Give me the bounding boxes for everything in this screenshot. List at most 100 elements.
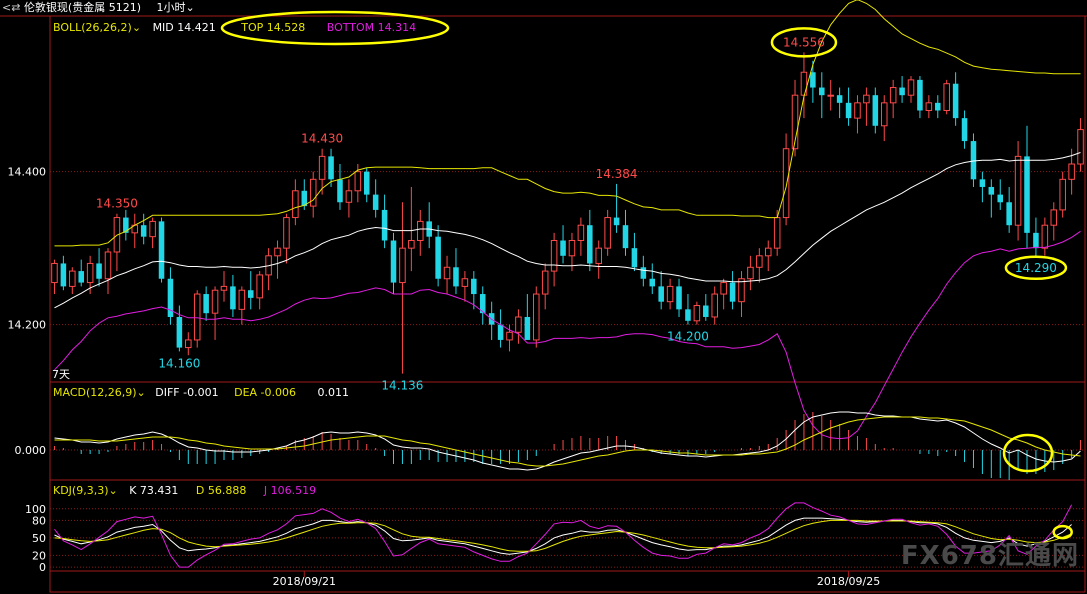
kdj-k-label: K 73.431 bbox=[129, 484, 179, 497]
price-label-high4: 14.556 bbox=[783, 35, 825, 49]
price-label-low4: 14.290 bbox=[1015, 261, 1057, 275]
candle-body-down bbox=[372, 194, 379, 210]
back-forward-icon[interactable]: <⇄ bbox=[2, 1, 24, 14]
candle-body-up bbox=[764, 247, 772, 257]
price-label-high2: 14.430 bbox=[301, 132, 343, 146]
candle-body-up bbox=[1050, 209, 1058, 226]
kdj-d-line bbox=[54, 519, 1072, 552]
candle-body-down bbox=[247, 290, 254, 298]
price-label-high1: 14.350 bbox=[96, 197, 138, 211]
candle-body-up bbox=[791, 94, 799, 150]
candle-body-up bbox=[827, 94, 834, 97]
instrument-title: 伦敦银现(贵金属 5121) bbox=[23, 1, 142, 14]
candle-body-down bbox=[381, 209, 388, 241]
macd-indicator-selector[interactable]: MACD(12,26,9)⌄ bbox=[53, 386, 149, 399]
candle-body-up bbox=[1041, 224, 1049, 249]
macd-indicator-label: MACD(12,26,9) bbox=[53, 386, 137, 399]
candle-body-up bbox=[711, 293, 718, 318]
boll-bottom-label: BOTTOM 14.314 bbox=[326, 21, 417, 34]
boll-mid-line bbox=[54, 152, 1081, 309]
candle-body-up bbox=[943, 83, 950, 111]
candle-body-up bbox=[193, 293, 201, 341]
candle-body-up bbox=[515, 316, 522, 333]
candle-body-down bbox=[587, 225, 593, 264]
kdj-header: KDJ(9,3,3)⌄ K 73.431 D 56.888 J 106.519 bbox=[53, 484, 316, 498]
candle-body-down bbox=[363, 171, 370, 195]
candle-body-down bbox=[453, 267, 459, 287]
macd-tick-label: 0.000 bbox=[15, 444, 47, 457]
candle-body-down bbox=[1033, 232, 1039, 249]
annotation-macd-circle bbox=[1002, 433, 1054, 473]
candle-body-up bbox=[907, 79, 915, 96]
candle-body-down bbox=[1024, 156, 1030, 233]
candle-body-down bbox=[810, 72, 816, 88]
date-label: 2018/09/21 bbox=[273, 575, 336, 588]
annotation-high-circle bbox=[770, 27, 838, 58]
candle-body-down bbox=[917, 79, 923, 111]
annotation-low-circle bbox=[1004, 255, 1068, 281]
candle-body-up bbox=[747, 266, 754, 280]
period-label: 1小时 bbox=[156, 1, 186, 14]
candle-body-up bbox=[309, 178, 317, 207]
candle-body-up bbox=[889, 87, 897, 104]
candle-body-up bbox=[720, 282, 727, 295]
candle-body-up bbox=[220, 285, 228, 291]
candle-body-down bbox=[819, 87, 825, 96]
candle-body-down bbox=[970, 141, 977, 180]
candle-body-up bbox=[292, 190, 299, 219]
candle-body-up bbox=[925, 102, 933, 111]
candle-body-up bbox=[443, 266, 451, 280]
boll-indicator-selector[interactable]: BOLL(26,26,2)⌄ bbox=[53, 21, 145, 34]
candle-body-down bbox=[328, 156, 334, 180]
candle-body-up bbox=[738, 278, 745, 303]
candle-body-up bbox=[550, 240, 558, 272]
candle-body-down bbox=[935, 102, 941, 111]
candle-body-down bbox=[988, 186, 995, 195]
candle-body-up bbox=[417, 220, 424, 242]
kdj-indicator-selector[interactable]: KDJ(9,3,3)⌄ bbox=[53, 484, 121, 497]
candle-body-down bbox=[301, 190, 308, 207]
candle-body-up bbox=[185, 339, 192, 349]
macd-dea-label: DEA -0.006 bbox=[234, 386, 296, 399]
candle-body-down bbox=[997, 194, 1004, 203]
candle-body-down bbox=[123, 217, 129, 233]
boll-mid-label: MID 14.421 bbox=[152, 21, 216, 34]
candle-body-up bbox=[577, 224, 585, 242]
candle-body-up bbox=[211, 289, 219, 314]
candle-body-down bbox=[78, 271, 84, 283]
candle-body-down bbox=[961, 118, 968, 142]
candle-body-down bbox=[640, 267, 647, 279]
candle-body-down bbox=[96, 263, 102, 279]
candle-body-up bbox=[104, 251, 112, 280]
macd-value-label: 0.011 bbox=[317, 386, 350, 399]
candle-body-up bbox=[863, 94, 870, 104]
macd-dea-line bbox=[54, 416, 1081, 467]
candle-body-down bbox=[435, 236, 441, 279]
price-label-low1: 14.160 bbox=[158, 356, 200, 370]
candle-body-up bbox=[756, 255, 763, 268]
candle-body-down bbox=[703, 305, 709, 317]
candle-body-up bbox=[1059, 178, 1066, 211]
candle-body-down bbox=[60, 263, 67, 287]
candle-body-up bbox=[408, 240, 415, 249]
candle-body-up bbox=[541, 270, 549, 295]
candle-body-up bbox=[800, 71, 808, 96]
candle-body-down bbox=[613, 217, 620, 226]
boll-top-line bbox=[54, 0, 1081, 247]
candle-body-down bbox=[631, 248, 638, 268]
period-selector[interactable]: 1小时⌄ bbox=[157, 1, 195, 14]
candle-body-down bbox=[479, 294, 486, 314]
macd-header: MACD(12,26,9)⌄ DIFF -0.001 DEA -0.006 0.… bbox=[53, 386, 349, 400]
candle-body-down bbox=[390, 240, 397, 283]
candle-body-up bbox=[86, 262, 94, 284]
candle-body-down bbox=[167, 278, 174, 317]
candle-body-down bbox=[203, 294, 209, 314]
candle-body-up bbox=[854, 102, 861, 119]
price-tick-label: 14.400 bbox=[8, 166, 47, 179]
candle-body-down bbox=[176, 316, 183, 348]
period-corner-label: 7天 bbox=[52, 368, 70, 381]
boll-indicator-label: BOLL(26,26,2) bbox=[53, 21, 132, 34]
